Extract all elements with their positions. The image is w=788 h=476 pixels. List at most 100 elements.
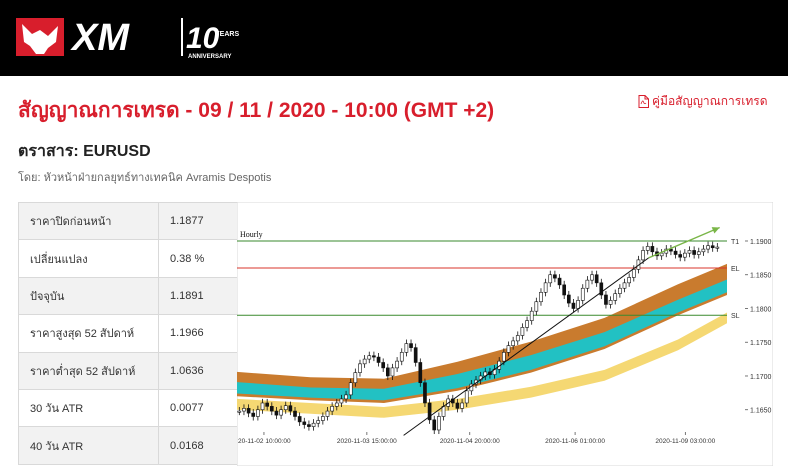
- candle-body: [613, 293, 618, 301]
- stat-value: 0.38 %: [158, 239, 238, 278]
- candle-body: [242, 408, 246, 412]
- y-tick-label: 1.1800: [750, 306, 772, 313]
- candle-body: [553, 274, 557, 279]
- stat-label: ราคาสูงสุด 52 สัปดาห์: [18, 314, 159, 353]
- candle-body: [529, 310, 534, 321]
- bull-icon: [22, 24, 58, 54]
- stat-value: 1.1877: [158, 201, 238, 241]
- candle-body: [627, 277, 631, 284]
- candle-body: [715, 246, 720, 249]
- candle-body: [696, 251, 701, 255]
- candle-body: [590, 274, 594, 281]
- candle-body: [710, 245, 715, 249]
- candle-body: [566, 294, 571, 304]
- candle-body: [576, 300, 580, 309]
- candle-body: [455, 402, 460, 409]
- candle-body: [622, 282, 627, 289]
- candle-body: [395, 360, 399, 369]
- candle-body: [460, 402, 464, 409]
- x-tick-label: 20-11-02 10:00:00: [238, 438, 291, 445]
- stat-value: 0.0077: [158, 388, 238, 428]
- stats-row: ราคาปิดก่อนหน้า 1.1877: [18, 201, 238, 241]
- stats-table: ราคาปิดก่อนหน้า 1.1877 เปลี่ยนแปลง 0.38 % …: [18, 201, 238, 465]
- candle-body: [269, 406, 274, 412]
- candle-body: [687, 250, 692, 254]
- stat-value: 0.0168: [158, 426, 238, 465]
- level-label-el: EL: [731, 266, 740, 273]
- candle-body: [348, 382, 353, 396]
- stats-row: ราคาสูงสุด 52 สัปดาห์ 1.1966: [18, 314, 238, 353]
- candle-body: [325, 410, 330, 417]
- author-byline: โดย: หัวหน้าฝ่ายกลยุทธ์ทางเทคนิค Avramis…: [18, 172, 272, 184]
- stat-label: ปัจจุบัน: [18, 276, 159, 316]
- y-tick-label: 1.1900: [750, 239, 772, 246]
- candle-body: [418, 362, 423, 384]
- candle-body: [678, 254, 683, 258]
- y-tick-label: 1.1850: [750, 273, 772, 280]
- candle-body: [580, 287, 585, 301]
- stats-row: ราคาต่ำสุด 52 สัปดาห์ 1.0636: [18, 351, 238, 390]
- stat-value: 1.1966: [158, 314, 238, 353]
- trendline: [403, 257, 649, 436]
- candle-body: [376, 356, 381, 363]
- candle-body: [288, 405, 293, 412]
- candle-body: [441, 406, 446, 417]
- candle-body: [534, 301, 539, 312]
- chart-timeframe-label: Hourly: [240, 230, 263, 239]
- signal-manual-link[interactable]: คู่มือสัญญาณการเทรด: [638, 92, 768, 111]
- candle-body: [334, 402, 339, 407]
- candle-body: [237, 410, 242, 413]
- x-tick-label: 2020-11-06 01:00:00: [545, 438, 605, 445]
- candle-body: [362, 358, 367, 365]
- candle-body: [297, 416, 302, 423]
- anniversary-label: ANNIVERSARY: [188, 54, 231, 60]
- top-bar: XM 10 YEARS ANNIVERSARY: [0, 0, 788, 76]
- candle-body: [246, 408, 251, 414]
- level-label-sl: SL: [731, 313, 740, 320]
- candle-body: [506, 345, 511, 353]
- candle-body: [464, 390, 469, 404]
- stats-row: ปัจจุบัน 1.1891: [18, 276, 238, 316]
- stats-row: เปลี่ยนแปลง 0.38 %: [18, 239, 238, 278]
- y-tick-label: 1.1750: [750, 340, 772, 347]
- candle-body: [562, 284, 567, 296]
- instrument-label: ตราสาร: EURUSD: [18, 143, 151, 160]
- stat-label: เปลี่ยนแปลง: [18, 239, 159, 278]
- stat-label: ราคาปิดก่อนหน้า: [18, 201, 159, 241]
- candle-body: [631, 269, 636, 278]
- stat-label: ราคาต่ำสุด 52 สัปดาห์: [18, 351, 159, 390]
- candle-body: [404, 343, 409, 353]
- candle-body: [525, 320, 529, 328]
- candle-body: [706, 245, 710, 250]
- xm-logo[interactable]: XM 10 YEARS ANNIVERSARY: [14, 12, 246, 62]
- pdf-icon: [638, 95, 649, 108]
- candle-body: [437, 416, 441, 431]
- candle-body: [432, 419, 437, 431]
- candle-body: [311, 422, 316, 427]
- anniversary-number: 10: [186, 22, 220, 55]
- candle-body: [381, 362, 386, 369]
- y-tick-label: 1.1650: [750, 408, 772, 415]
- candle-body: [594, 274, 599, 284]
- candle-body: [307, 424, 311, 427]
- candle-body: [692, 250, 696, 255]
- candle-body: [316, 420, 321, 424]
- candle-body: [645, 246, 650, 251]
- candle-body: [515, 335, 520, 342]
- candle-body: [358, 363, 362, 373]
- candle-body: [520, 327, 525, 336]
- candle-body: [372, 355, 376, 358]
- stat-label: 30 วัน ATR: [18, 388, 159, 428]
- candle-body: [302, 421, 307, 425]
- candle-body: [641, 250, 645, 261]
- candle-body: [608, 300, 613, 305]
- candle-body: [330, 406, 334, 412]
- candle-body: [557, 277, 562, 286]
- candle-body: [251, 412, 256, 417]
- candle-body: [683, 252, 687, 258]
- candle-body: [650, 246, 655, 253]
- candle-body: [571, 302, 576, 309]
- projection-arrow-line: [648, 226, 720, 259]
- stat-label: 40 วัน ATR: [18, 426, 159, 465]
- candle-body: [604, 294, 608, 305]
